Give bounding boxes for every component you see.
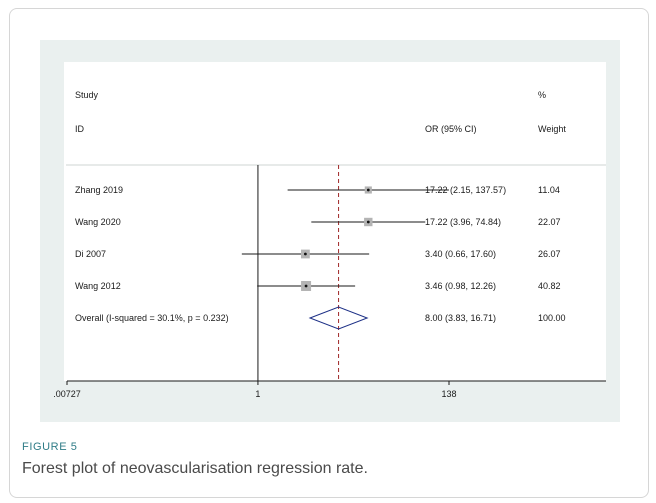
header-study: Study	[75, 90, 99, 100]
study-row: Zhang 2019 17.22 (2.15, 137.57) 11.04	[75, 185, 560, 195]
weight-text: 26.07	[538, 249, 561, 259]
header-or: OR (95% CI)	[425, 124, 477, 134]
x-tick-label: 1	[255, 389, 260, 399]
study-row: Di 2007 3.40 (0.66, 17.60) 26.07	[75, 249, 561, 259]
weight-text: 11.04	[538, 185, 560, 195]
forest-plot: Study ID OR (95% CI) % Weight Zhang 2019…	[53, 62, 606, 399]
point-estimate	[366, 220, 370, 224]
study-label: Wang 2012	[75, 281, 121, 291]
column-headers: Study ID OR (95% CI) % Weight	[75, 90, 566, 134]
study-row: Wang 2020 17.22 (3.96, 74.84) 22.07	[75, 217, 561, 227]
overall-row: Overall (I-squared = 30.1%, p = 0.232) 8.…	[75, 306, 566, 330]
overall-diamond	[308, 306, 369, 330]
header-id: ID	[75, 124, 85, 134]
point-estimate	[303, 252, 307, 256]
point-estimate	[304, 284, 308, 288]
overall-label: Overall (I-squared = 30.1%, p = 0.232)	[75, 313, 229, 323]
x-tick-label: .00727	[53, 389, 81, 399]
study-row: Wang 2012 3.46 (0.98, 12.26) 40.82	[75, 281, 561, 291]
figure-label: FIGURE 5	[22, 441, 78, 453]
study-label: Zhang 2019	[75, 185, 123, 195]
or-ci-text: 3.46 (0.98, 12.26)	[425, 281, 496, 291]
weight-text: 22.07	[538, 217, 561, 227]
header-weight: Weight	[538, 124, 566, 134]
or-ci-text: 3.40 (0.66, 17.60)	[425, 249, 496, 259]
x-axis: .00727 1 138	[53, 380, 606, 399]
figure-caption: Forest plot of neovascularisation regres…	[22, 460, 368, 477]
overall-or-ci-text: 8.00 (3.83, 16.71)	[425, 313, 496, 323]
weight-text: 40.82	[538, 281, 561, 291]
x-tick-label: 138	[441, 389, 456, 399]
header-weight-pct: %	[538, 90, 546, 100]
point-estimate	[366, 188, 370, 192]
overall-weight-text: 100.00	[538, 313, 566, 323]
study-label: Wang 2020	[75, 217, 121, 227]
study-rows: Zhang 2019 17.22 (2.15, 137.57) 11.04 Wang …	[75, 165, 566, 381]
or-ci-text: 17.22 (2.15, 137.57)	[425, 185, 506, 195]
study-label: Di 2007	[75, 249, 106, 259]
or-ci-text: 17.22 (3.96, 74.84)	[425, 217, 501, 227]
